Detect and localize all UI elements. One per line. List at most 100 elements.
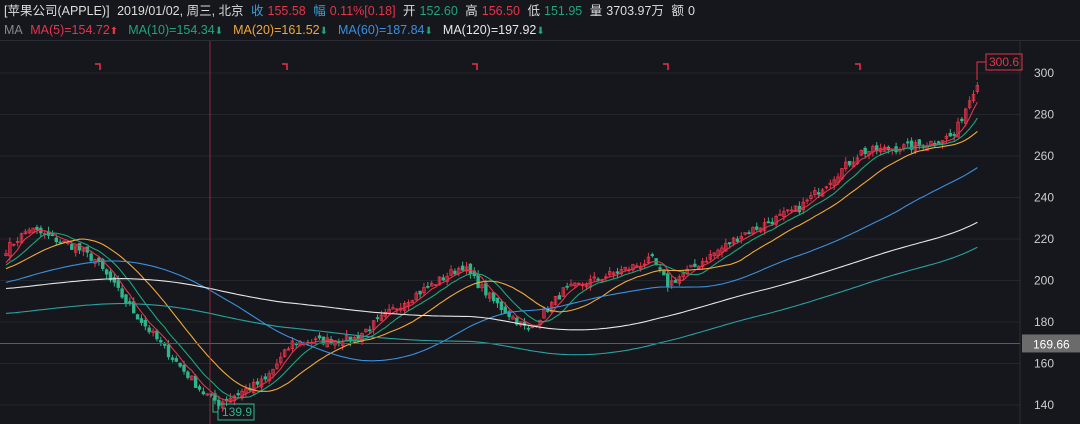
candle-body — [197, 386, 202, 390]
candle-body — [379, 314, 384, 321]
candle-body — [112, 277, 117, 283]
candle-body — [383, 312, 387, 317]
candle-body — [147, 327, 151, 333]
candle-body — [422, 287, 426, 294]
candle-body — [418, 290, 422, 295]
period-marker — [472, 63, 478, 70]
candle-body — [565, 285, 569, 288]
candle-body — [468, 263, 473, 275]
candle-body — [813, 190, 817, 196]
period-marker — [95, 63, 101, 70]
period-marker — [282, 63, 288, 70]
candle-body — [54, 237, 59, 243]
candle-body — [387, 308, 391, 314]
candle-body — [410, 300, 415, 304]
candle-body — [282, 349, 287, 357]
open-label: 开 — [403, 4, 416, 18]
candle-body — [135, 314, 140, 320]
candle-body — [50, 234, 55, 237]
amount-label: 额 — [671, 4, 684, 18]
ma-label[interactable]: MA — [4, 23, 23, 37]
candle-body — [956, 121, 960, 138]
min-label: 139.9 — [222, 405, 252, 419]
candle-body — [279, 356, 283, 363]
candle-body — [205, 393, 209, 396]
candle-body — [724, 242, 728, 252]
quote-header: [苹果公司(APPLE)] 2019/01/02, 周三, 北京 收 155.58… — [4, 2, 699, 20]
arrow-down-icon: ⬇ — [214, 26, 224, 37]
long-ma-line — [5, 246, 978, 356]
candle-body — [66, 242, 70, 244]
candle-body — [124, 294, 128, 304]
candle-body — [317, 335, 322, 339]
candle-body — [453, 270, 457, 275]
candle-body — [116, 280, 120, 288]
candle-body — [340, 342, 345, 346]
candle-body — [971, 94, 976, 101]
max-label-box — [985, 53, 1023, 71]
candle-body — [658, 267, 662, 270]
ma-line-5 — [5, 101, 978, 402]
candle-body — [608, 271, 612, 276]
y-tick-label: 220 — [1034, 232, 1054, 246]
candle-body — [186, 371, 190, 378]
candle-body — [62, 240, 66, 243]
candle-body — [538, 319, 542, 325]
candle-body — [364, 328, 368, 333]
candle-body — [480, 284, 484, 289]
candle-body — [395, 308, 399, 311]
candle-body — [313, 338, 318, 341]
candle-body — [909, 140, 914, 150]
candle-body — [155, 330, 159, 340]
candle-body — [77, 243, 82, 251]
candle-body — [650, 254, 654, 257]
candle-body — [673, 280, 678, 283]
candle-body — [495, 297, 500, 304]
candle-body — [739, 236, 743, 239]
candle-body — [182, 364, 186, 372]
candle-body — [700, 261, 705, 268]
candle-body — [4, 253, 8, 256]
candle-body — [704, 260, 709, 263]
close-value: 155.58 — [267, 4, 306, 18]
max-label: 300.6 — [989, 55, 1019, 69]
candle-body — [832, 179, 836, 187]
candle-body — [789, 209, 794, 212]
candle-body — [557, 295, 562, 300]
candle-body — [491, 292, 496, 302]
change-abs: [0.18] — [364, 4, 396, 18]
ma-legend-item: MA(120)=197.92 — [442, 23, 537, 37]
candle-body — [801, 201, 805, 211]
candle-body — [515, 317, 519, 325]
candle-body — [151, 330, 155, 333]
current-price-badge — [1022, 334, 1080, 353]
y-tick-label: 240 — [1034, 191, 1054, 205]
candle-body — [762, 222, 767, 232]
close-label: 收 — [251, 4, 264, 18]
candle-body — [824, 186, 829, 189]
symbol: [苹果公司(APPLE)] — [4, 4, 110, 18]
min-label-box — [217, 403, 255, 421]
y-tick-label: 140 — [1034, 398, 1054, 412]
ma-line-120 — [5, 221, 978, 331]
candle-body — [391, 307, 395, 310]
candle-body — [743, 232, 747, 235]
candle-body — [460, 265, 465, 271]
candle-body — [689, 264, 693, 268]
y-tick-label: 260 — [1034, 149, 1054, 163]
candle-body — [170, 357, 175, 360]
candle-body — [159, 340, 163, 343]
candle-body — [201, 391, 206, 395]
current-price-label: 169.66 — [1033, 337, 1070, 351]
high-label: 高 — [465, 4, 478, 18]
ma-legend-item: MA(10)=154.34 — [128, 23, 215, 37]
candle-body — [108, 271, 113, 281]
y-tick-label: 280 — [1034, 108, 1054, 122]
candle-body — [236, 393, 240, 396]
candle-body — [604, 276, 608, 279]
candle-body — [178, 362, 182, 367]
candle-body — [809, 195, 813, 199]
candle-body — [549, 302, 554, 313]
candle-body — [828, 182, 833, 185]
